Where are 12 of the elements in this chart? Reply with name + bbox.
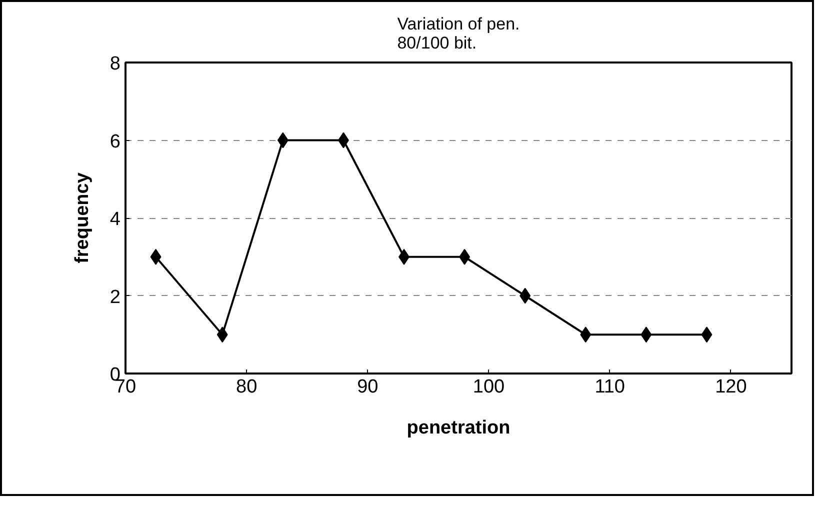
x-tick-label: 90 [357,376,378,398]
y-tick-label: 2 [110,286,121,308]
x-tick-label: 120 [715,376,747,398]
y-tick-label: 4 [110,209,121,230]
y-tick-label: 8 [110,54,121,74]
x-axis-title: penetration [406,418,510,438]
y-axis-title: frequency [72,172,93,264]
x-tick-label: 100 [472,376,505,398]
y-tick-label: 6 [110,131,121,152]
x-tick-label: 80 [236,376,258,398]
chart-title: Variation of pen. 80/100 bit. [397,14,520,52]
x-tick-label: 110 [594,376,626,398]
